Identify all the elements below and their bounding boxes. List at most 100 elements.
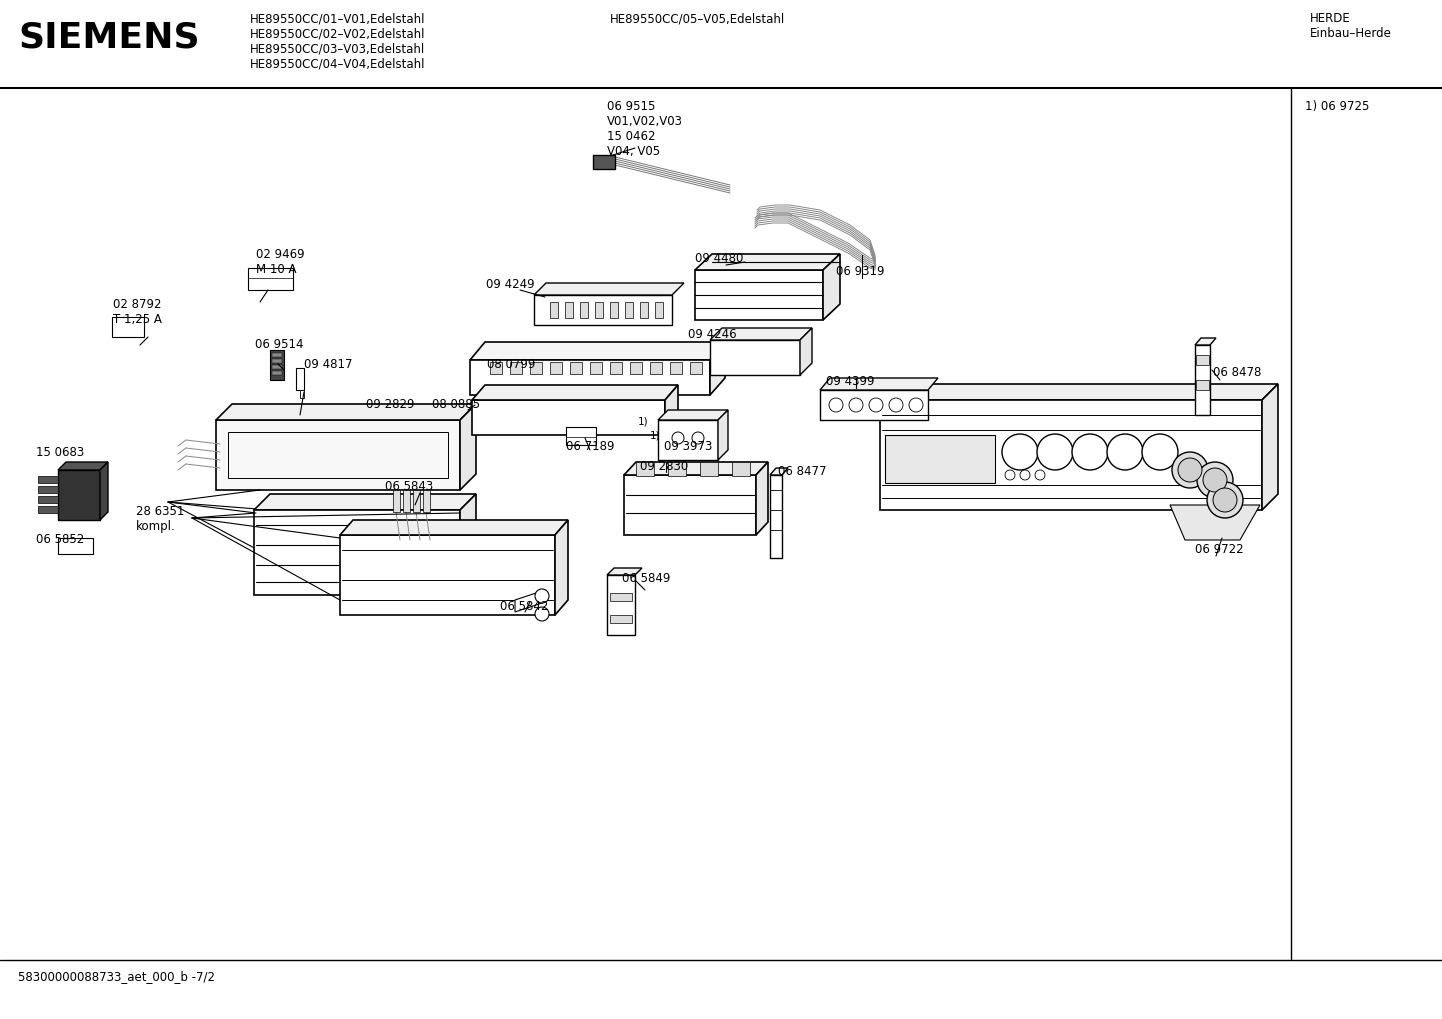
Circle shape	[1035, 470, 1045, 480]
Polygon shape	[470, 342, 725, 360]
Circle shape	[1107, 434, 1144, 470]
Polygon shape	[1195, 345, 1210, 415]
Polygon shape	[695, 254, 841, 270]
Bar	[549, 362, 562, 374]
Bar	[412, 490, 420, 512]
Text: 1): 1)	[650, 430, 660, 440]
Text: SIEMENS: SIEMENS	[17, 20, 199, 54]
Circle shape	[870, 398, 883, 412]
Bar	[655, 302, 663, 318]
Polygon shape	[534, 294, 672, 325]
Bar	[640, 302, 647, 318]
Polygon shape	[340, 520, 568, 535]
Bar	[593, 155, 614, 169]
Text: 09 4249: 09 4249	[486, 278, 535, 291]
Circle shape	[1002, 434, 1038, 470]
Bar	[273, 365, 283, 369]
Text: 09 4246: 09 4246	[688, 328, 737, 341]
Polygon shape	[472, 385, 678, 400]
Bar	[37, 506, 58, 513]
Polygon shape	[823, 254, 841, 320]
Text: 06 5849: 06 5849	[622, 572, 671, 585]
Polygon shape	[216, 420, 460, 490]
Bar	[610, 615, 632, 623]
Text: 06 9722: 06 9722	[1195, 543, 1243, 556]
Text: 06 8478: 06 8478	[1213, 366, 1262, 379]
Text: 09 3973: 09 3973	[663, 440, 712, 453]
Bar	[590, 362, 601, 374]
Polygon shape	[58, 462, 108, 470]
Text: 1) 06 9725: 1) 06 9725	[1305, 100, 1370, 113]
Circle shape	[1172, 452, 1208, 488]
Bar	[248, 268, 293, 290]
Polygon shape	[607, 575, 634, 635]
Bar	[402, 490, 410, 512]
Bar	[273, 371, 283, 375]
Text: 08 0799: 08 0799	[487, 358, 535, 371]
Polygon shape	[340, 535, 555, 615]
Polygon shape	[665, 385, 678, 435]
Polygon shape	[770, 475, 782, 558]
Text: 06 5842: 06 5842	[500, 600, 548, 613]
Polygon shape	[1195, 338, 1216, 345]
Polygon shape	[534, 283, 684, 294]
Bar	[1195, 355, 1208, 365]
Circle shape	[1207, 482, 1243, 518]
Text: 06 7189: 06 7189	[567, 440, 614, 453]
Text: 06 5852: 06 5852	[36, 533, 84, 546]
Polygon shape	[709, 340, 800, 375]
Bar	[58, 538, 92, 554]
Polygon shape	[228, 432, 448, 478]
Bar	[671, 362, 682, 374]
Polygon shape	[607, 568, 642, 575]
Bar	[650, 362, 662, 374]
Circle shape	[1213, 488, 1237, 512]
Circle shape	[890, 398, 903, 412]
Text: 28 6351
kompl.: 28 6351 kompl.	[136, 505, 185, 533]
Bar	[1195, 380, 1208, 390]
Bar	[630, 362, 642, 374]
Text: HERDE
Einbau–Herde: HERDE Einbau–Herde	[1309, 12, 1392, 40]
Text: 09 4399: 09 4399	[826, 375, 874, 388]
Text: HE89550CC/01–V01,Edelstahl
HE89550CC/02–V02,Edelstahl
HE89550CC/03–V03,Edelstahl: HE89550CC/01–V01,Edelstahl HE89550CC/02–…	[249, 12, 425, 70]
Polygon shape	[880, 384, 1278, 400]
Text: 02 9469
M 10 A: 02 9469 M 10 A	[257, 248, 304, 276]
Text: 06 9515
V01,V02,V03
15 0462
V04, V05: 06 9515 V01,V02,V03 15 0462 V04, V05	[607, 100, 684, 158]
Bar	[596, 302, 603, 318]
Bar	[610, 362, 622, 374]
Bar	[490, 362, 502, 374]
Polygon shape	[709, 342, 725, 395]
Bar	[296, 368, 304, 390]
Bar	[270, 350, 284, 380]
Polygon shape	[472, 400, 665, 435]
Bar	[733, 462, 750, 476]
Polygon shape	[460, 494, 476, 595]
Bar	[549, 302, 558, 318]
Bar	[531, 362, 542, 374]
Bar	[580, 302, 588, 318]
Circle shape	[535, 607, 549, 621]
Bar	[567, 427, 596, 445]
Polygon shape	[254, 510, 460, 595]
Polygon shape	[880, 400, 1262, 510]
Circle shape	[1037, 434, 1073, 470]
Polygon shape	[555, 520, 568, 615]
Circle shape	[829, 398, 844, 412]
Text: 15 0683: 15 0683	[36, 446, 84, 459]
Polygon shape	[515, 590, 545, 612]
Bar	[394, 490, 399, 512]
Polygon shape	[820, 390, 929, 420]
Bar	[691, 362, 702, 374]
Text: 06 5843: 06 5843	[385, 480, 433, 493]
Bar	[37, 486, 58, 493]
Circle shape	[908, 398, 923, 412]
Circle shape	[1178, 458, 1203, 482]
Bar	[570, 362, 583, 374]
Bar	[885, 435, 995, 483]
Circle shape	[1005, 470, 1015, 480]
Polygon shape	[695, 270, 823, 320]
Bar	[610, 593, 632, 601]
Bar	[300, 390, 304, 398]
Bar	[273, 353, 283, 357]
Bar	[624, 302, 633, 318]
